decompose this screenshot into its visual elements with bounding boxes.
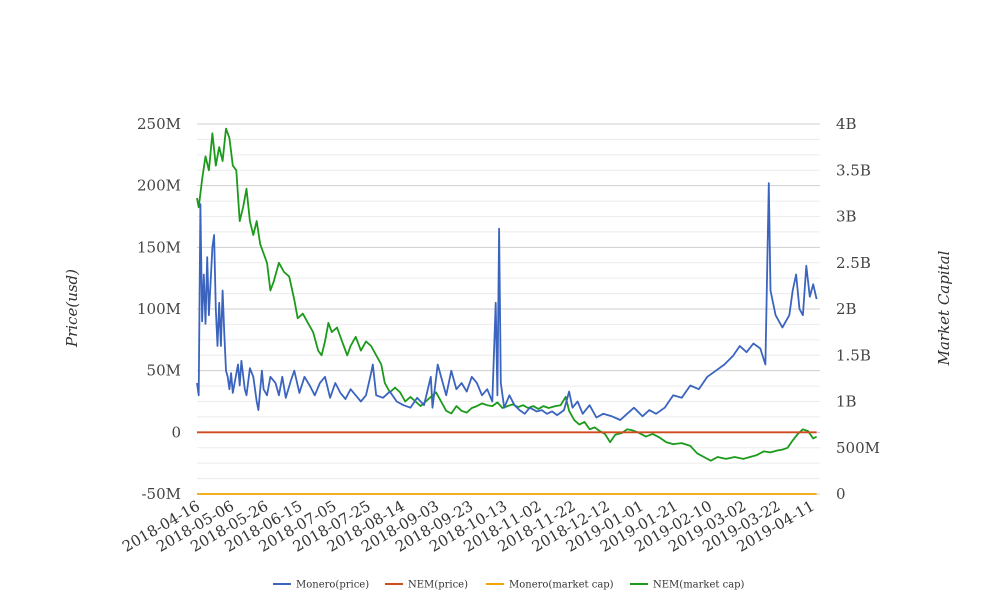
y-tick-label-left: 0 <box>171 423 181 441</box>
y-tick-label-left: 50M <box>147 362 181 380</box>
y-tick-label-left: 200M <box>137 177 181 195</box>
legend-label: NEM(market cap) <box>653 580 745 591</box>
y-tick-label-left: 150M <box>137 238 181 256</box>
left-axis-ticks: -50M 0 50M 100M 150M 200M 250M <box>137 115 181 503</box>
y-tick-label-right: 1B <box>836 393 857 411</box>
legend-item: NEM(market cap) <box>630 580 745 591</box>
y-tick-label-right: 0 <box>836 485 846 503</box>
y-tick-label-right: 2B <box>836 300 857 318</box>
y-tick-label-right: 2.5B <box>836 254 871 272</box>
y-tick-label-right: 3B <box>836 208 857 226</box>
legend-item: Monero(market cap) <box>486 580 614 591</box>
y-axis-title-right: Market Capital <box>935 250 953 366</box>
y-tick-label-right: 3.5B <box>836 161 871 179</box>
series-lines <box>196 127 818 495</box>
legend-item: NEM(price) <box>385 580 468 591</box>
legend-item: Monero(price) <box>273 580 369 591</box>
series-line-monero-price <box>196 182 818 421</box>
gridlines <box>197 123 820 495</box>
legend-label: Monero(price) <box>296 580 369 591</box>
y-tick-label-left: 100M <box>137 300 181 318</box>
legend-label: Monero(market cap) <box>509 580 614 591</box>
right-axis-ticks: 0 500M 1B 1.5B 2B 2.5B 3B 3.5B 4B <box>836 115 880 503</box>
y-tick-label-left: -50M <box>141 485 181 503</box>
y-tick-label-right: 4B <box>836 115 857 133</box>
y-axis-title-left: Price(usd) <box>63 269 81 348</box>
legend: Monero(price) NEM(price) Monero(market cap… <box>273 580 745 591</box>
legend-label: NEM(price) <box>408 580 468 591</box>
y-tick-label-right: 1.5B <box>836 346 871 364</box>
y-tick-label-right: 500M <box>836 439 880 457</box>
x-axis-ticks: 2018-04-162018-05-062018-05-262018-06-15… <box>119 497 817 556</box>
y-tick-label-left: 250M <box>137 115 181 133</box>
series-line-nem-market-cap <box>196 127 818 462</box>
